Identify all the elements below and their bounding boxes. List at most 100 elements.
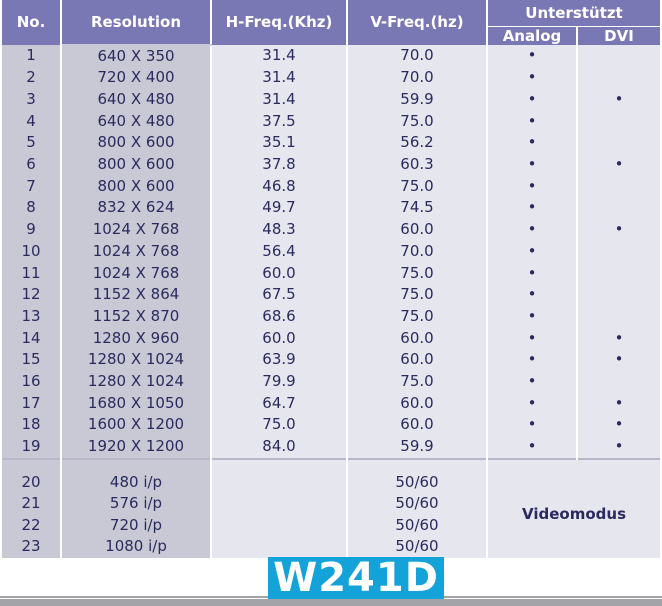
row-resolution: 1024 X 768 [60,219,212,241]
row-dvi-marker: • [575,154,662,176]
table-row: 17 1680 X 1050 64.7 60.0 • • [0,392,662,415]
row-analog-marker: • [486,414,578,437]
row-number: 3 [0,88,62,111]
row-resolution: 1024 X 768 [60,240,212,263]
row-hfreq: 31.4 [210,88,348,111]
video-mode-rows: 20 480 i/p 50/60 Videomodus 21 576 i/p 50/60 22… [0,471,662,558]
row-hfreq: 60.0 [210,262,348,285]
row-hfreq: 49.7 [210,197,348,220]
row-number: 10 [0,240,62,263]
row-number: 1 [0,44,62,68]
row-number: 5 [0,132,62,155]
row-resolution: 832 X 624 [60,197,212,220]
header-no: No. [0,0,62,45]
resolution-rows: 1 640 X 350 31.4 70.0 • 2 720 X 400 31.4 70.0 • 3 6… [0,44,662,459]
row-analog-marker: • [486,371,578,393]
row-hfreq: 31.4 [210,44,348,68]
header-supported: Unterstützt [485,0,662,26]
row-hfreq-empty [210,514,348,537]
row-dvi-marker [575,197,662,220]
timing-table: No. Resolution H-Freq.(Khz) V-Freq.(hz) … [0,0,662,558]
table-row: 19 1920 X 1200 84.0 59.9 • • [0,436,662,459]
row-hfreq: 63.9 [210,349,348,372]
row-vfreq: 75.0 [346,305,488,328]
row-resolution: 1920 X 1200 [60,436,212,459]
row-dvi-marker: • [575,219,662,241]
header-hfreq: H-Freq.(Khz) [210,0,348,45]
row-dvi-marker: • [575,414,662,437]
row-number: 8 [0,197,62,220]
row-vfreq: 60.0 [346,414,488,437]
table-row: 6 800 X 600 37.8 60.3 • • [0,154,662,176]
table-row: 13 1152 X 870 68.6 75.0 • [0,305,662,328]
section-separator [0,457,662,472]
row-resolution: 640 X 350 [60,44,212,68]
row-vfreq: 75.0 [346,284,488,306]
row-dvi-marker: • [575,327,662,350]
row-analog-marker: • [486,132,578,155]
row-hfreq: 31.4 [210,67,348,89]
row-hfreq: 60.0 [210,327,348,350]
row-analog-marker: • [486,110,578,133]
row-number: 20 [0,471,62,494]
header-dvi: DVI [575,25,662,45]
row-hfreq: 35.1 [210,132,348,155]
row-resolution: 720 i/p [60,514,212,537]
row-dvi-marker [575,240,662,263]
row-hfreq: 75.0 [210,414,348,437]
row-vfreq: 60.3 [346,154,488,176]
row-vfreq: 56.2 [346,132,488,155]
row-dvi-marker: • [575,436,662,459]
row-resolution: 800 X 600 [60,175,212,198]
table-row: 18 1600 X 1200 75.0 60.0 • • [0,414,662,437]
row-number: 14 [0,327,62,350]
row-vfreq: 50/60 [346,471,488,494]
row-analog-marker: • [486,436,578,459]
table-row: 1 640 X 350 31.4 70.0 • [0,44,662,68]
row-resolution: 640 X 480 [60,88,212,111]
table-row: 14 1280 X 960 60.0 60.0 • • [0,327,662,350]
row-number: 22 [0,514,62,537]
row-number: 6 [0,154,62,176]
row-analog-marker: • [486,154,578,176]
row-analog-marker: • [486,67,578,89]
table-row: 23 1080 i/p 50/60 [0,536,661,558]
row-vfreq: 60.0 [346,219,488,241]
row-number: 16 [0,371,62,393]
row-vfreq: 50/60 [346,493,488,515]
model-logo: W241D [268,557,444,599]
row-hfreq: 48.3 [210,219,348,241]
row-analog-marker: • [486,327,578,350]
row-analog-marker: • [486,284,578,306]
row-analog-marker: • [486,88,578,111]
table-row: 22 720 i/p 50/60 [0,514,661,537]
row-hfreq: 46.8 [210,175,348,198]
row-number: 9 [0,219,62,241]
row-vfreq: 70.0 [346,240,488,263]
row-dvi-marker: • [575,349,662,372]
row-resolution: 720 X 400 [60,67,212,89]
table-row: 9 1024 X 768 48.3 60.0 • • [0,219,662,241]
row-resolution: 800 X 600 [60,154,212,176]
row-vfreq: 59.9 [346,88,488,111]
row-dvi-marker: • [575,392,662,415]
row-resolution: 480 i/p [60,471,212,494]
row-hfreq: 79.9 [210,371,348,393]
row-analog-marker: • [486,44,578,68]
row-resolution: 1280 X 960 [60,327,212,350]
row-vfreq: 75.0 [346,262,488,285]
row-dvi-marker [575,262,662,285]
row-vfreq: 74.5 [346,197,488,220]
table-row: 5 800 X 600 35.1 56.2 • [0,132,662,155]
row-analog-marker: • [486,392,578,415]
row-hfreq: 37.5 [210,110,348,133]
row-vfreq: 60.0 [346,392,488,415]
table-row: 10 1024 X 768 56.4 70.0 • [0,240,662,263]
row-resolution: 1280 X 1024 [60,371,212,393]
bottom-bar [0,599,662,606]
row-number: 23 [0,536,62,558]
table-row: 4 640 X 480 37.5 75.0 • [0,110,662,133]
table-row: 20 480 i/p 50/60 Videomodus [0,471,662,558]
row-number: 4 [0,110,62,133]
header-resolution: Resolution [60,0,212,46]
